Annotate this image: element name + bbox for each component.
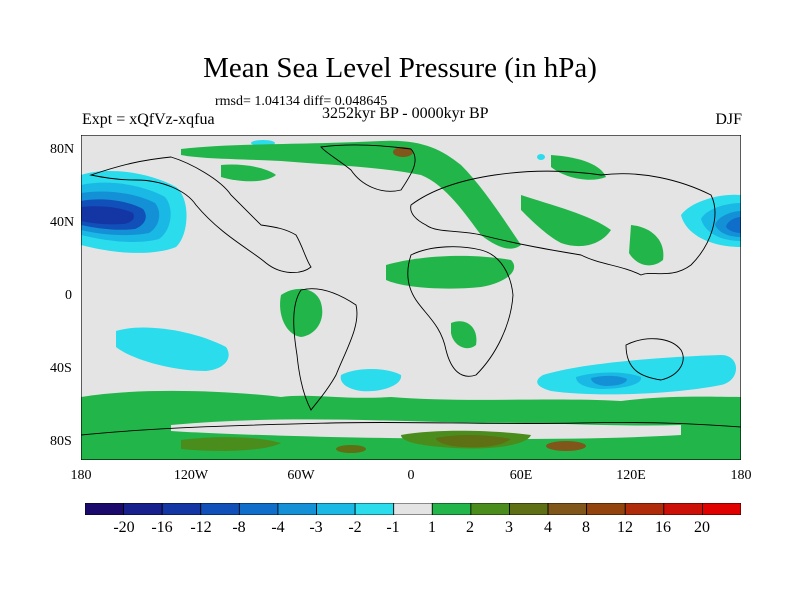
lon-label-120e: 120E [616,468,646,483]
legend-label: 3 [505,519,513,536]
lat-label-80n: 80N [50,142,75,157]
colorbar [85,503,741,515]
map-title: Mean Sea Level Pressure (in hPa) [203,52,597,84]
legend-label: 16 [655,519,671,536]
legend-label: -3 [309,519,323,536]
lon-label-0: 0 [407,468,415,483]
australia-coast [625,338,684,381]
legend-label: 12 [617,519,633,536]
legend-swatch [663,503,703,515]
antarctica-coast [81,421,741,436]
sahara-positive-anomaly [386,255,515,289]
north-america-coast [89,156,312,273]
lon-label-60e: 60E [509,468,533,483]
africa-coast [407,246,514,377]
eurasia-positive-anomaly [521,155,664,266]
lon-label-60w: 60W [287,468,315,483]
legend-swatch [85,503,124,515]
lon-label-120w: 120W [173,468,209,483]
stats-text: rmsd= 1.04134 diff= 0.048645 [215,94,388,109]
legend-swatch [431,503,472,515]
south-america-coast [293,288,358,411]
legend-swatch [161,503,202,515]
legend-swatch [586,503,626,515]
north-atlantic-west-anomaly [681,194,741,247]
south-america-positive-anomaly [280,288,477,349]
legend-label: -12 [190,519,212,536]
lat-label-40s: 40S [50,361,72,376]
lat-label-equator: 0 [65,288,72,303]
south-atlantic-anomaly [340,369,402,392]
legend-swatch [470,503,510,515]
legend-label: 8 [582,519,590,536]
legend-swatch [277,503,317,515]
season-label: DJF [715,111,742,128]
lon-label-180e: 180 [730,468,752,483]
lat-label-80s: 80S [50,434,72,449]
legend-label: -1 [386,519,400,536]
south-pacific-anomaly [116,327,229,371]
legend-label: -4 [271,519,285,536]
legend-swatch [200,503,240,515]
legend-label: 1 [428,519,436,536]
lat-label-40n: 40N [50,215,75,230]
legend-swatch [702,503,741,515]
legend-label: -20 [113,519,135,536]
legend-label: 20 [694,519,710,536]
legend-swatch [393,503,433,515]
legend-swatch [354,503,395,515]
arctic-positive-anomaly [181,140,521,249]
greenland-coast [320,144,416,192]
coastlines [81,144,741,436]
legend-swatch [624,503,665,515]
experiment-label: Expt = xQfVz-xqfua [82,111,215,128]
legend-swatch [509,503,549,515]
legend-label: -16 [151,519,173,536]
north-pacific-low-anomaly [81,171,187,253]
legend-label: -8 [232,519,246,536]
lon-label-180w: 180 [70,468,92,483]
eurasia-coast [410,170,716,276]
southern-indian-anomaly [537,355,736,395]
legend-swatch [547,503,588,515]
legend-label: -2 [348,519,362,536]
legend-label: 2 [466,519,474,536]
legend-swatch [238,503,279,515]
antarctic-positive-anomaly [81,390,741,460]
pressure-anomaly-map [81,135,741,460]
legend-label: 4 [544,519,552,536]
legend-swatch [123,503,163,515]
period-label: 3252kyr BP - 0000kyr BP [322,105,489,122]
legend-swatch [316,503,356,515]
